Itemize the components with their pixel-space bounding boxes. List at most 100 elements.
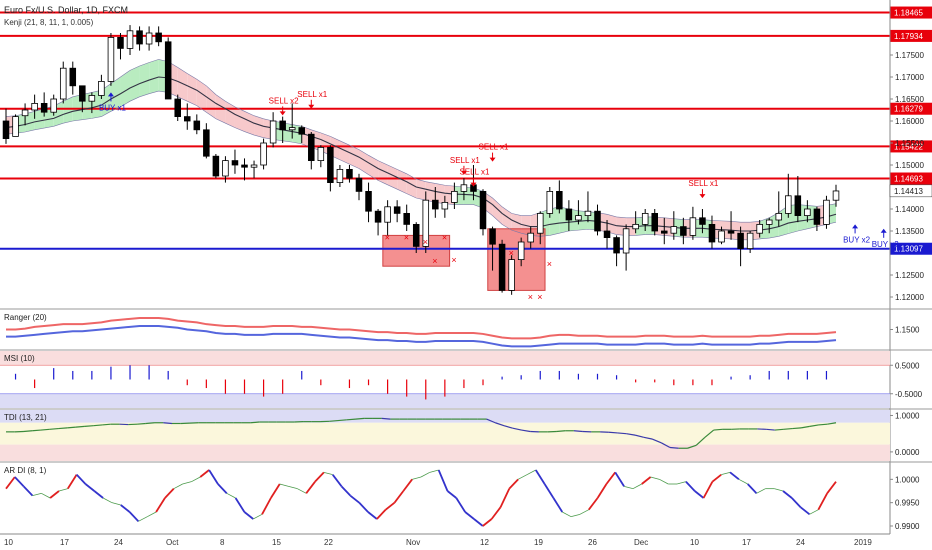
candle-body bbox=[689, 217, 697, 236]
sell-arrow-head bbox=[489, 157, 496, 162]
buy-label: BUY x2 bbox=[872, 240, 900, 249]
candle-body bbox=[565, 208, 573, 221]
panel-tick-label: 0.5000 bbox=[895, 361, 920, 370]
cloud-segment bbox=[244, 111, 255, 136]
tdi-line bbox=[800, 425, 810, 429]
tdi-line bbox=[818, 423, 828, 426]
ardi-panel[interactable]: AR DI (8, 1) 1.0000 0.9950 0.9900 bbox=[0, 461, 932, 531]
candle-body bbox=[813, 208, 821, 225]
level-label: 1.14693 bbox=[894, 175, 923, 184]
stop-mark: × bbox=[509, 248, 514, 258]
ardi-line bbox=[571, 513, 581, 518]
candle-body bbox=[279, 120, 286, 131]
stop-mark: × bbox=[423, 237, 428, 247]
panel-title: Ranger (20) bbox=[4, 313, 47, 322]
buy-arrow-head bbox=[107, 92, 114, 97]
ardi-line bbox=[791, 497, 802, 508]
ardi-line bbox=[694, 490, 705, 499]
x-tick-label: 12 bbox=[480, 538, 489, 547]
tdi-line bbox=[669, 446, 679, 449]
ardi-line bbox=[809, 509, 819, 515]
ardi-line bbox=[711, 473, 722, 483]
tdi-line bbox=[573, 430, 583, 433]
level-tag bbox=[890, 29, 932, 42]
sell-arrow-head bbox=[470, 182, 477, 187]
candle-body bbox=[412, 223, 420, 247]
tdi-line bbox=[250, 421, 260, 424]
candle-body bbox=[641, 212, 649, 225]
candle-body bbox=[384, 206, 391, 223]
tdi-line bbox=[337, 419, 347, 422]
msi-panel[interactable]: MSI (10) 0.5000 -0.5000 bbox=[0, 349, 932, 408]
candle-body bbox=[451, 190, 458, 203]
cloud-segment bbox=[177, 67, 188, 102]
tdi-line bbox=[58, 427, 68, 430]
candle-body bbox=[126, 30, 134, 49]
y-tick-label: 1.15500 bbox=[895, 139, 924, 148]
cloud-segment bbox=[549, 206, 560, 236]
candle-body bbox=[31, 103, 38, 111]
ranger-panel[interactable]: Ranger (20) 1.1500 bbox=[0, 308, 932, 348]
y-tick-label: 1.14000 bbox=[895, 205, 924, 214]
ranger-upper bbox=[6, 316, 837, 340]
candle-body bbox=[432, 199, 439, 210]
ardi-line bbox=[138, 516, 148, 522]
ardi-line bbox=[614, 471, 625, 487]
candle-body bbox=[174, 98, 181, 118]
ardi-line bbox=[32, 492, 42, 497]
candle-body bbox=[403, 212, 410, 225]
candle-body bbox=[661, 230, 668, 234]
cloud-segment bbox=[511, 213, 522, 234]
ardi-line bbox=[685, 481, 696, 492]
cloud-segment bbox=[25, 111, 35, 132]
candle-body bbox=[308, 133, 315, 161]
candle-body bbox=[393, 206, 401, 214]
ardi-line bbox=[120, 504, 131, 513]
time-axis[interactable]: 10 17 24 Oct 8 15 22 Nov 12 19 26 Dec 10 17 24 2019 bbox=[0, 533, 890, 547]
cloud-segment bbox=[387, 165, 398, 190]
candle-body bbox=[260, 142, 267, 166]
ardi-line bbox=[331, 474, 343, 487]
kenji-line bbox=[5, 76, 837, 232]
x-tick-label: 17 bbox=[742, 538, 751, 547]
ardi-line bbox=[261, 497, 272, 515]
ardi-line bbox=[420, 471, 431, 478]
range-boxes bbox=[382, 228, 546, 291]
tdi-line bbox=[827, 422, 837, 425]
ardi-line bbox=[543, 483, 555, 499]
cloud-segment bbox=[416, 179, 426, 201]
x-tick-label: 8 bbox=[220, 538, 225, 547]
candle-body bbox=[775, 212, 783, 221]
price-axis[interactable]: 1.17500 1.17000 1.16500 1.16000 1.15500 1.150… bbox=[889, 0, 932, 534]
ardi-line bbox=[517, 474, 528, 480]
horizontal-levels[interactable]: 1.18465 1.17934 1.16279 1.15422 1.14693 1.130… bbox=[0, 6, 932, 255]
candles[interactable] bbox=[2, 25, 840, 295]
candle-body bbox=[117, 37, 124, 49]
ardi-line bbox=[5, 476, 16, 490]
level-label: 1.17934 bbox=[894, 32, 923, 41]
last-price-label: 1.14413 bbox=[894, 187, 923, 196]
candle-body bbox=[575, 215, 582, 221]
ardi-line bbox=[464, 511, 475, 520]
ardi-line bbox=[75, 474, 87, 485]
ardi-line bbox=[588, 497, 599, 511]
ardi-line bbox=[41, 492, 51, 499]
candle-body bbox=[355, 177, 363, 192]
ardi-line bbox=[243, 511, 254, 520]
tdi-panel[interactable]: TDI (13, 21) 1.0000 0.0000 bbox=[0, 408, 932, 461]
tdi-line bbox=[145, 422, 155, 425]
candle-body bbox=[59, 67, 67, 100]
tdi-line bbox=[774, 428, 784, 431]
candle-body bbox=[336, 168, 344, 183]
candle-body bbox=[327, 146, 334, 183]
buy-arrow-head bbox=[852, 224, 859, 229]
ardi-line bbox=[164, 488, 175, 499]
candle-body bbox=[441, 201, 449, 210]
tdi-line bbox=[346, 418, 356, 421]
tdi-line bbox=[93, 424, 103, 427]
level-tag bbox=[890, 102, 932, 115]
candle-body bbox=[250, 164, 258, 168]
ardi-line bbox=[367, 511, 378, 520]
